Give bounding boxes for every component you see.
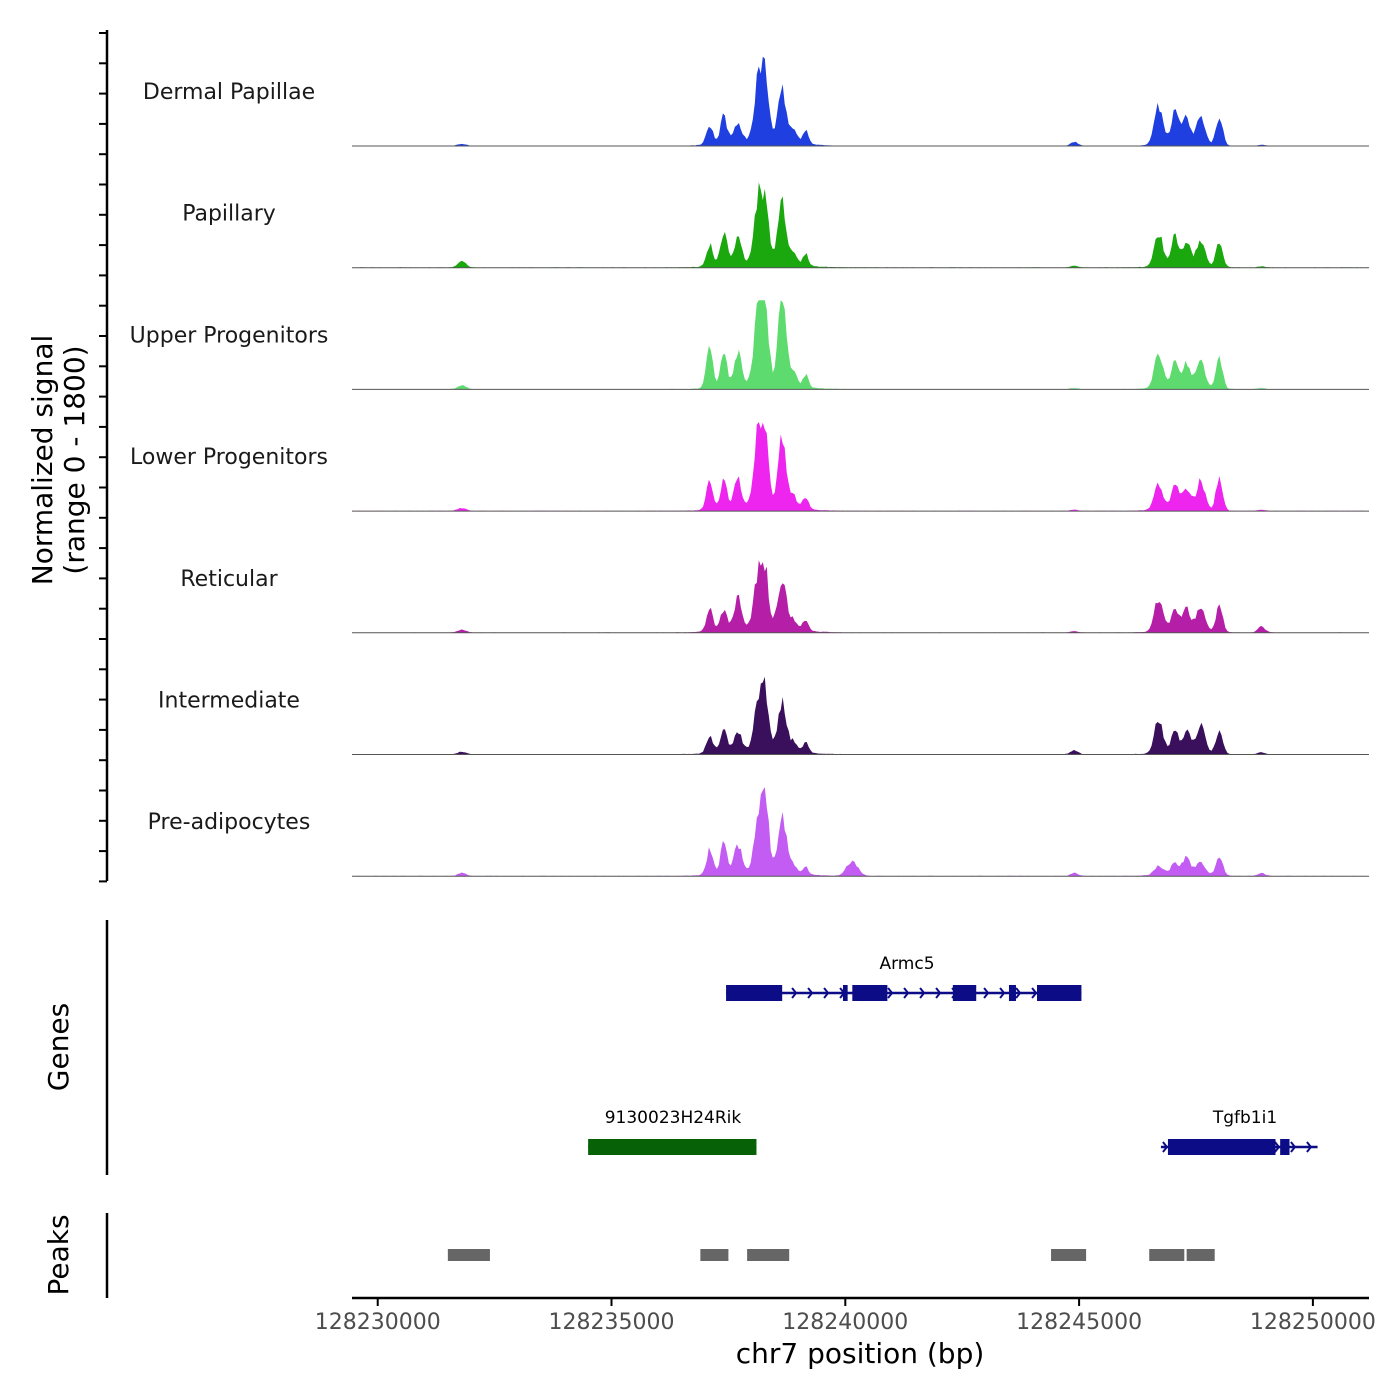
strand-chevron bbox=[1031, 987, 1038, 999]
gene-armc5: Armc5 bbox=[726, 954, 1082, 1001]
track-label: Pre-adipocytes bbox=[148, 810, 311, 835]
strand-chevron bbox=[1274, 1141, 1281, 1153]
y-axis-title-line1: Normalized signal bbox=[26, 335, 59, 586]
gene-exon bbox=[726, 985, 783, 1001]
peak-region bbox=[447, 1249, 490, 1261]
gene-label: 9130023H24Rik bbox=[605, 1108, 742, 1128]
strand-chevron bbox=[999, 987, 1006, 999]
signal-area bbox=[352, 676, 1369, 755]
gene-9130023h24rik: 9130023H24Rik bbox=[588, 1108, 757, 1155]
track-intermediate: Intermediate bbox=[158, 676, 1369, 755]
strand-chevron bbox=[935, 987, 942, 999]
track-papillary: Papillary bbox=[182, 182, 1369, 269]
peak-region bbox=[747, 1249, 790, 1261]
gene-annotations: Armc5 9130023H24Rik Tgfb1i1 bbox=[588, 954, 1318, 1155]
track-reticular: Reticular bbox=[180, 560, 1369, 634]
strand-chevron bbox=[791, 987, 798, 999]
track-label: Dermal Papillae bbox=[143, 80, 315, 105]
gene-exon bbox=[1280, 1139, 1290, 1155]
x-axis-title: chr7 position (bp) bbox=[736, 1337, 985, 1370]
peak-region bbox=[1186, 1249, 1215, 1261]
track-lower-progenitors: Lower Progenitors bbox=[130, 422, 1369, 512]
strand-chevron bbox=[887, 987, 894, 999]
strand-chevron bbox=[1306, 1141, 1313, 1153]
signal-area bbox=[352, 182, 1369, 268]
strand-chevron bbox=[919, 987, 926, 999]
track-label: Upper Progenitors bbox=[130, 323, 329, 348]
gene-exon bbox=[1008, 985, 1016, 1001]
peak-region bbox=[1149, 1249, 1185, 1261]
x-tick-label: 128245000 bbox=[1016, 1310, 1142, 1335]
track-pre-adipocytes: Pre-adipocytes bbox=[148, 787, 1369, 877]
signal-area bbox=[352, 422, 1369, 512]
gene-exon bbox=[842, 985, 848, 1001]
gene-exon bbox=[588, 1139, 757, 1155]
gene-exon bbox=[1037, 985, 1082, 1001]
track-label: Papillary bbox=[182, 202, 276, 227]
x-axis: 128230000 128235000 128240000 128245000 1282… bbox=[315, 1298, 1376, 1335]
gene-exon bbox=[852, 985, 888, 1001]
strand-chevron bbox=[1015, 987, 1022, 999]
signal-y-axis bbox=[99, 30, 109, 883]
strand-chevron bbox=[903, 987, 910, 999]
signal-area bbox=[352, 56, 1369, 146]
signal-tracks: Dermal Papillae Papillary Upper Progenitor… bbox=[130, 56, 1369, 877]
gene-exon bbox=[952, 985, 977, 1001]
y-axis-title-line2: (range 0 - 1800) bbox=[58, 345, 91, 574]
gene-tgfb1i1: Tgfb1i1 bbox=[1160, 1108, 1318, 1155]
peak-regions bbox=[447, 1249, 1215, 1261]
strand-chevron bbox=[807, 987, 814, 999]
track-label: Intermediate bbox=[158, 689, 300, 714]
peak-region bbox=[1051, 1249, 1087, 1261]
track-label: Reticular bbox=[180, 567, 278, 592]
gene-label: Tgfb1i1 bbox=[1212, 1108, 1277, 1128]
peak-region bbox=[700, 1249, 729, 1261]
gene-label: Armc5 bbox=[879, 954, 934, 974]
track-label: Lower Progenitors bbox=[130, 445, 328, 470]
track-upper-progenitors: Upper Progenitors bbox=[130, 300, 1369, 390]
strand-chevron bbox=[1290, 1141, 1297, 1153]
signal-area bbox=[352, 787, 1369, 877]
x-tick-label: 128240000 bbox=[782, 1310, 908, 1335]
x-tick-label: 128250000 bbox=[1250, 1310, 1376, 1335]
x-tick-label: 128235000 bbox=[549, 1310, 675, 1335]
strand-chevron bbox=[983, 987, 990, 999]
strand-chevron bbox=[1162, 1141, 1169, 1153]
x-tick-label: 128230000 bbox=[315, 1310, 441, 1335]
signal-area bbox=[352, 560, 1369, 633]
strand-chevron bbox=[823, 987, 830, 999]
peaks-panel-label: Peaks bbox=[42, 1214, 75, 1295]
genes-panel-label: Genes bbox=[42, 1003, 75, 1091]
signal-area bbox=[352, 300, 1369, 390]
gene-exon bbox=[1167, 1139, 1276, 1155]
track-dermal-papillae: Dermal Papillae bbox=[143, 56, 1369, 147]
